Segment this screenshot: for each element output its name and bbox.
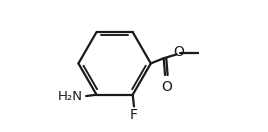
Text: O: O xyxy=(161,80,172,94)
Text: O: O xyxy=(173,45,184,59)
Text: F: F xyxy=(130,108,138,122)
Text: H₂N: H₂N xyxy=(57,89,82,103)
